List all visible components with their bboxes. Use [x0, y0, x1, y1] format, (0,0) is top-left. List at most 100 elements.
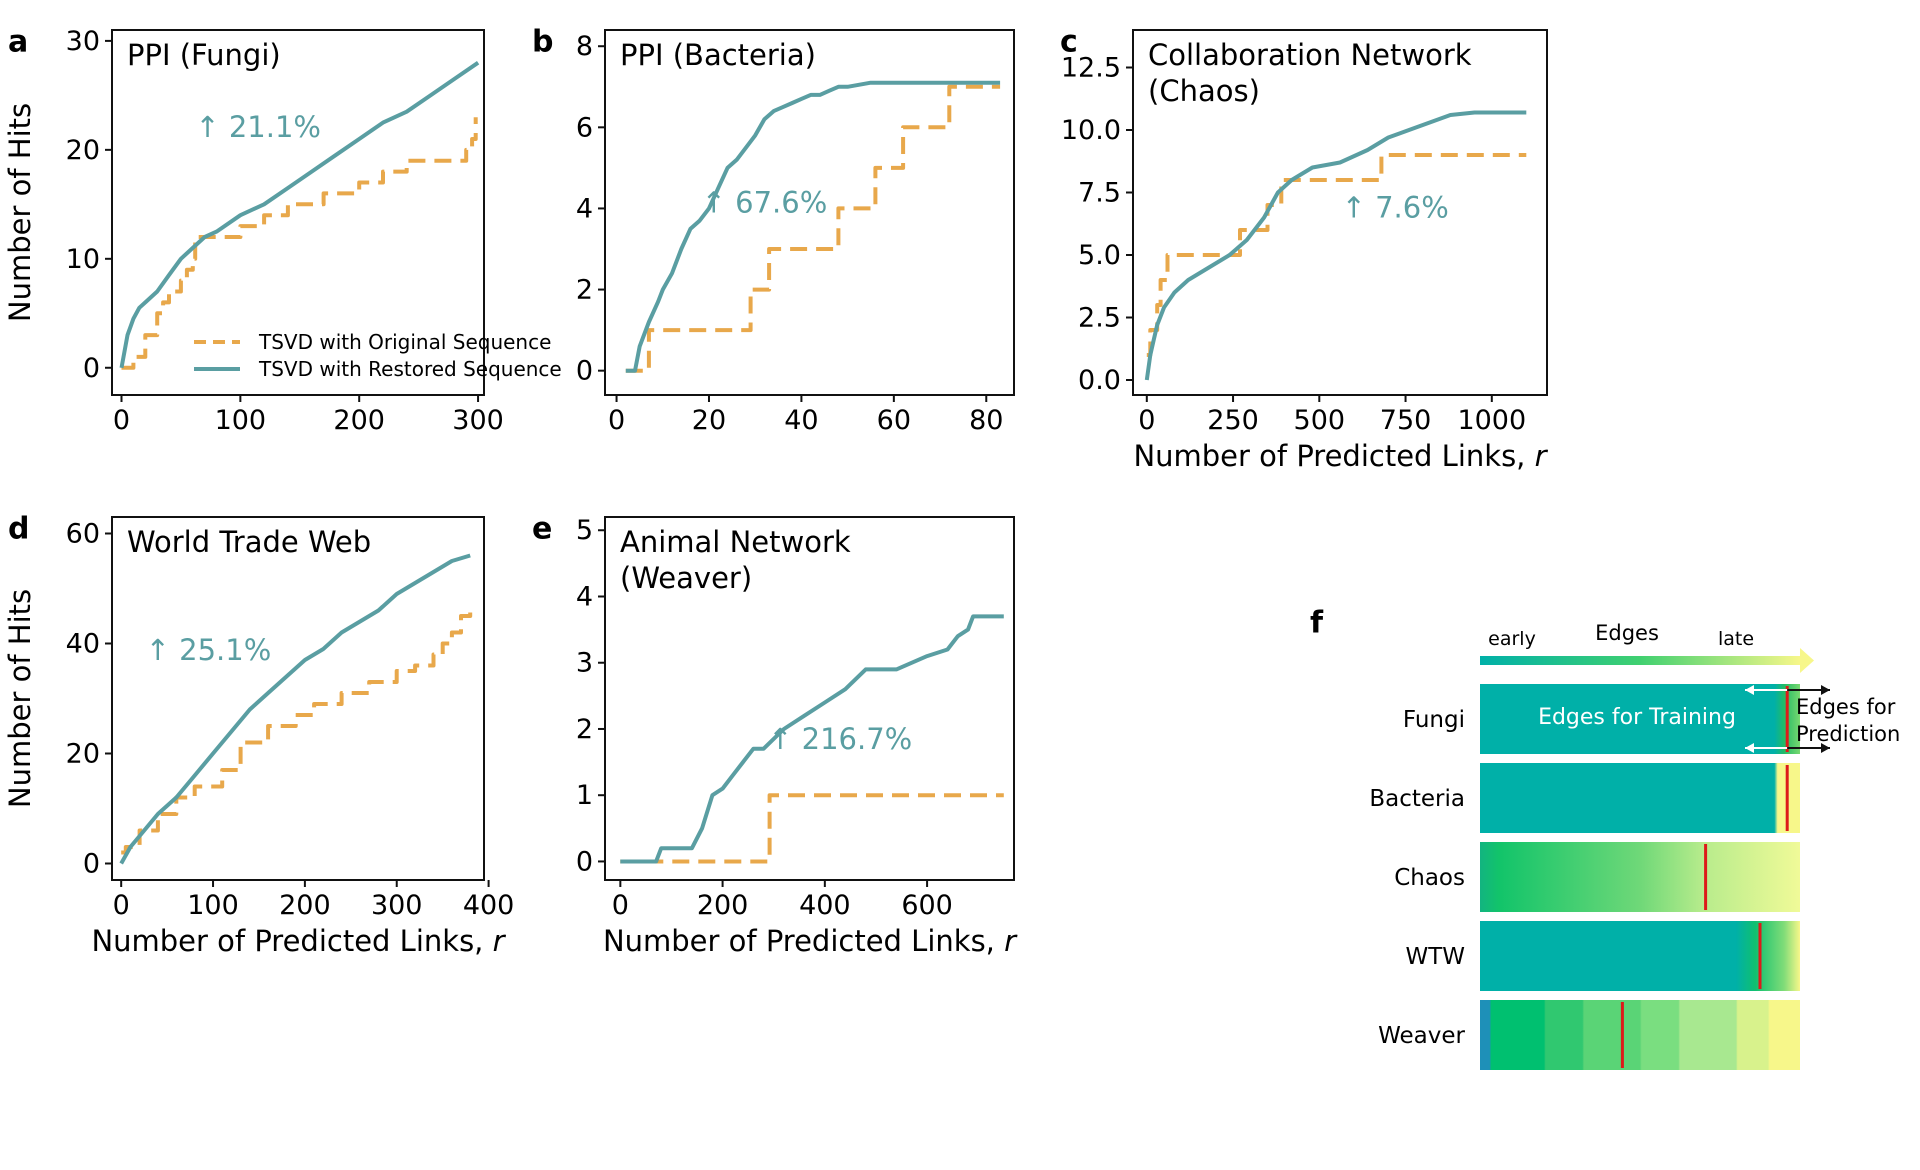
panel-b: b 0 20 40 60 80 0 2 4 6 8 PPI (Bacteria) ↑ 67.6% — [532, 25, 1015, 436]
panel-title-line: PPI (Fungi) — [127, 38, 281, 72]
x-tick-label: 400 — [463, 890, 515, 921]
legend-label: TSVD with Restored Sequence — [258, 357, 562, 381]
panel-title-line: PPI (Bacteria) — [620, 38, 816, 72]
edge-bar-fungi — [1480, 684, 1800, 754]
x-tick-label: 60 — [877, 405, 911, 436]
x-tick-label: 200 — [279, 890, 331, 921]
panel-title-line: Collaboration Network — [1148, 38, 1472, 72]
panel-title: PPI (Bacteria) — [620, 38, 816, 72]
panel-title: PPI (Fungi) — [127, 38, 281, 72]
x-tick-label: 300 — [452, 405, 504, 436]
x-axis-label-variable: r — [1535, 439, 1549, 473]
x-tick-label: 0 — [113, 890, 130, 921]
y-axis-label: Number of Hits — [3, 589, 37, 808]
improvement-annotation: ↑ 216.7% — [768, 722, 912, 756]
y-tick-label: 8 — [576, 31, 593, 62]
y-tick-label: 6 — [576, 112, 593, 143]
panel-title: World Trade Web — [127, 525, 371, 559]
panel-letter: d — [8, 512, 29, 547]
x-tick-label: 100 — [187, 890, 239, 921]
series-line-restored — [1144, 110, 1527, 381]
edge-bar-weaver — [1480, 1000, 1800, 1070]
panel-letter: c — [1060, 25, 1078, 60]
series-line-restored — [119, 553, 471, 865]
edges-axis-label: Edges — [1595, 621, 1659, 645]
y-tick-label: 7.5 — [1078, 178, 1121, 209]
edge-bar-bacteria — [1480, 763, 1800, 833]
row-label: WTW — [1405, 944, 1465, 970]
series-line-original — [121, 605, 473, 855]
x-tick-label: 80 — [969, 405, 1003, 436]
panel-a: a 0 100 200 300 0 10 20 30 Number of Hits PPI (Fun… — [3, 25, 562, 436]
y-tick-label: 3 — [576, 648, 593, 679]
x-tick-label: 0 — [113, 405, 130, 436]
x-tick-label: 200 — [697, 890, 749, 921]
x-tick-label: 0 — [612, 890, 629, 921]
y-tick-label: 40 — [66, 629, 100, 660]
y-tick-label: 10 — [66, 244, 100, 275]
x-tick-label: 500 — [1294, 405, 1346, 436]
panel-title-line: (Weaver) — [620, 561, 752, 595]
x-axis-label-variable: r — [493, 924, 507, 958]
x-tick-label: 0 — [608, 405, 625, 436]
edge-bar-chaos — [1480, 842, 1800, 912]
series-line-restored — [625, 80, 1001, 373]
panel-title: Animal Network (Weaver) — [620, 525, 851, 595]
improvement-annotation: ↑ 67.6% — [702, 186, 828, 220]
y-tick-label: 20 — [66, 135, 100, 166]
series-line-restored — [119, 61, 480, 369]
y-tick-label: 0 — [576, 356, 593, 387]
x-tick-label: 250 — [1207, 405, 1259, 436]
panel-letter: b — [532, 25, 553, 60]
edges-axis-bar — [1480, 656, 1800, 665]
x-tick-label: 600 — [901, 890, 953, 921]
x-axis-label: Number of Predicted Links, r — [603, 924, 1018, 958]
x-axis-label: Number of Predicted Links, r — [1133, 439, 1548, 473]
training-arrowhead — [1745, 685, 1754, 695]
plot-frame — [111, 29, 485, 396]
y-tick-label: 1 — [576, 780, 593, 811]
x-tick-label: 300 — [371, 890, 423, 921]
y-tick-label: 10.0 — [1061, 115, 1121, 146]
y-tick-label: 0 — [576, 846, 593, 877]
panel-c: c 0 250 500 750 1000 0.0 2.5 5.0 7.5 10.0 12.5 Numbe… — [1060, 25, 1549, 473]
y-tick-label: 0 — [83, 849, 100, 880]
prediction-label: Edges for Prediction — [1796, 695, 1900, 746]
x-tick-label: 0 — [1138, 405, 1155, 436]
y-tick-label: 4 — [576, 193, 593, 224]
prediction-label-line: Edges for — [1796, 695, 1896, 719]
x-tick-label: 750 — [1380, 405, 1432, 436]
x-axis-label-variable: r — [1004, 924, 1018, 958]
panel-e: e 0 200 400 600 0 1 2 3 4 5 Number of Predicted Lin… — [532, 512, 1018, 958]
y-tick-label: 5 — [576, 515, 593, 546]
y-tick-label: 30 — [66, 26, 100, 57]
edges-axis-arrowhead — [1800, 648, 1814, 673]
y-tick-label: 0 — [83, 353, 100, 384]
panel-letter: a — [8, 25, 28, 60]
y-tick-label: 0.0 — [1078, 365, 1121, 396]
prediction-arrowhead — [1821, 685, 1830, 695]
y-tick-label: 12.5 — [1061, 53, 1121, 84]
y-tick-label: 2.5 — [1078, 303, 1121, 334]
row-label: Fungi — [1403, 707, 1465, 733]
row-label: Bacteria — [1369, 786, 1465, 812]
series-line-original — [625, 84, 1001, 373]
series-line-original — [1146, 153, 1527, 357]
series-line-original — [121, 117, 478, 370]
row-label: Weaver — [1378, 1023, 1465, 1049]
improvement-annotation: ↑ 25.1% — [146, 633, 272, 667]
y-tick-label: 2 — [576, 275, 593, 306]
panel-title-line: Animal Network — [620, 525, 851, 559]
x-tick-label: 200 — [333, 405, 385, 436]
panel-title-line: World Trade Web — [127, 525, 371, 559]
y-tick-label: 20 — [66, 739, 100, 770]
row-label: Chaos — [1394, 865, 1465, 891]
prediction-arrowhead — [1821, 743, 1830, 753]
series-line-original — [620, 793, 1004, 864]
plot-frame — [604, 516, 1015, 881]
late-label: late — [1718, 628, 1754, 650]
panel-f: f early Edges late Fungi Bacteria Chaos WTW Weav… — [1310, 606, 1900, 1070]
improvement-annotation: ↑ 21.1% — [195, 110, 321, 144]
